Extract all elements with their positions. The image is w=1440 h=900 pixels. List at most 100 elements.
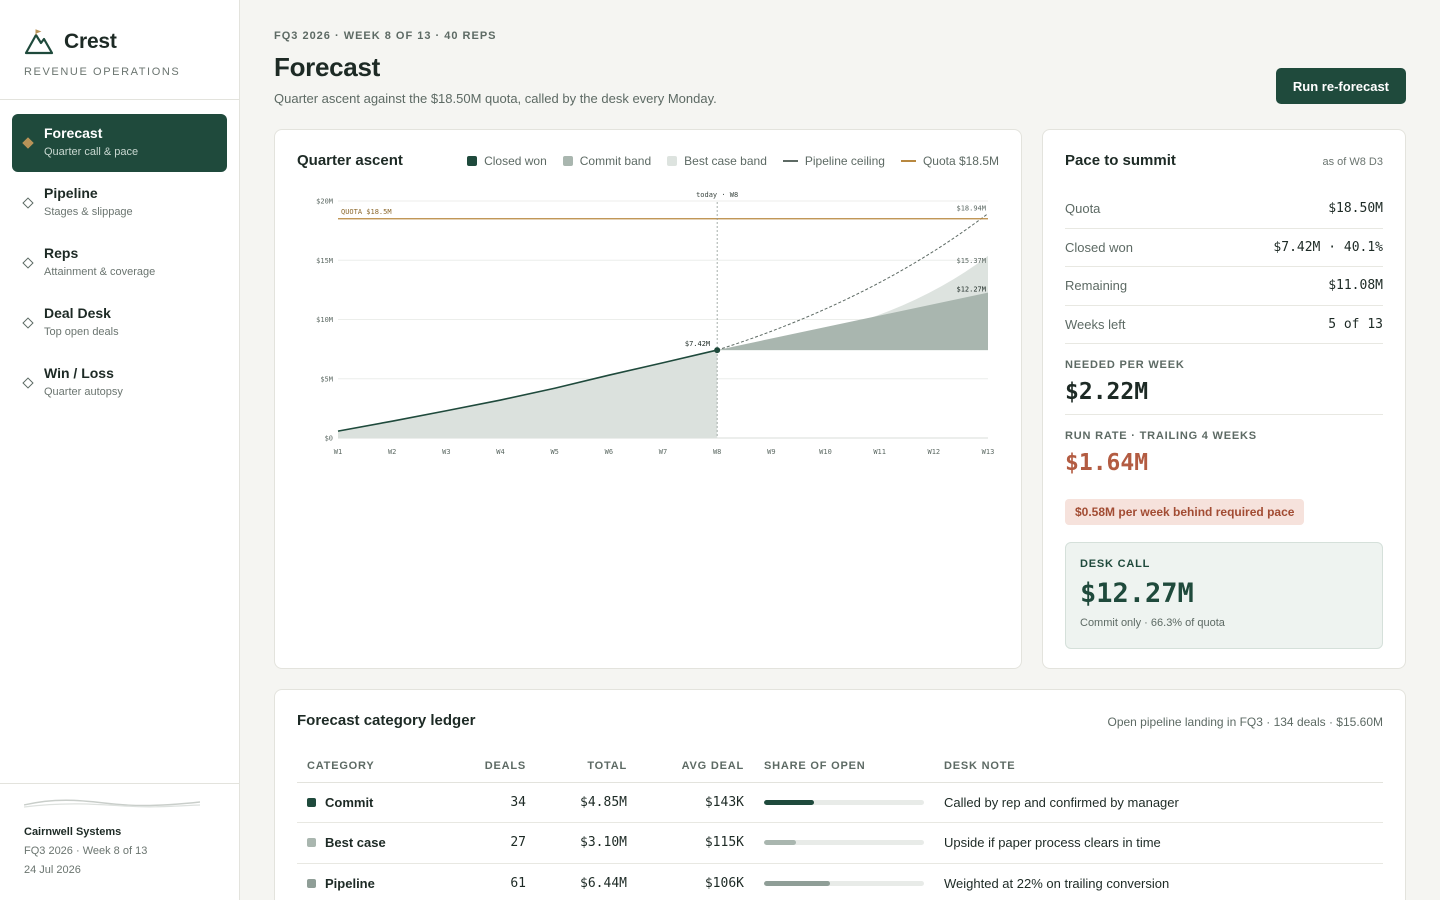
pace-title: Pace to summit bbox=[1065, 152, 1176, 169]
pace-as-of: as of W8 D3 bbox=[1322, 156, 1383, 168]
share-bar bbox=[764, 840, 924, 846]
page-subtitle: Quarter ascent against the $18.50M quota… bbox=[274, 91, 717, 106]
column-header[interactable]: DEALS bbox=[469, 750, 536, 783]
x-tick-label: W13 bbox=[982, 448, 995, 456]
chart-title: Quarter ascent bbox=[297, 152, 403, 169]
pace-row-value: 5 of 13 bbox=[1328, 316, 1383, 332]
category-label: Commit bbox=[325, 794, 374, 810]
needed-per-week: NEEDED PER WEEK $2.22M bbox=[1065, 359, 1383, 405]
y-tick-label: $5M bbox=[320, 375, 333, 383]
commit-value-label: $12.27M bbox=[956, 286, 986, 294]
sidebar-item-label: Pipeline bbox=[44, 185, 98, 201]
pace-row-quota: Quota $18.50M bbox=[1065, 190, 1383, 229]
legend-swatch bbox=[667, 156, 678, 166]
desk-call-panel: DESK CALL $12.27M Commit only · 66.3% of… bbox=[1065, 542, 1383, 649]
brand-name: Crest bbox=[64, 30, 117, 53]
pace-row-label: Weeks left bbox=[1065, 316, 1126, 332]
x-tick-label: W6 bbox=[605, 448, 613, 456]
run-rate: RUN RATE · TRAILING 4 WEEKS $1.64M bbox=[1065, 430, 1383, 476]
desk-note-cell: Upside if paper process clears in time bbox=[934, 822, 1383, 864]
column-header[interactable]: SHARE OF OPEN bbox=[754, 750, 934, 783]
table-row[interactable]: Pipeline 61 $6.44M $106K Weighted at 22% on … bbox=[297, 863, 1383, 900]
desk-note-cell: Called by rep and confirmed by manager bbox=[934, 782, 1383, 823]
desk-call-value: $12.27M bbox=[1080, 578, 1194, 609]
sidebar: Crest REVENUE OPERATIONS Forecast Quarte… bbox=[0, 0, 240, 900]
sidebar-item-pipeline[interactable]: Pipeline Stages & slippage bbox=[12, 174, 227, 232]
closed-won-line bbox=[337, 349, 718, 432]
sidebar-item-label: Win / Loss bbox=[44, 365, 114, 381]
sidebar-item-sublabel: Quarter call & pace bbox=[44, 146, 139, 158]
legend-commit-band: Commit band bbox=[562, 154, 652, 168]
ledger-meta: Open pipeline landing in FQ3 · 134 deals… bbox=[1107, 715, 1383, 729]
quarter-ascent-card: Quarter ascent Closed won Commit band Be… bbox=[274, 129, 1022, 669]
sidebar-item-sublabel: Quarter autopsy bbox=[44, 386, 123, 398]
share-bar-fill bbox=[764, 880, 830, 886]
org-name: Cairnwell Systems bbox=[24, 826, 122, 838]
category-cell: Pipeline bbox=[297, 863, 469, 900]
avg-deal-cell: $143K bbox=[637, 782, 754, 823]
pace-row-label: Quota bbox=[1065, 201, 1101, 217]
pace-rows: Quota $18.50M Closed won $7.42M · 40.1% … bbox=[1065, 190, 1383, 344]
share-bar bbox=[764, 799, 924, 805]
x-tick-label: W10 bbox=[819, 448, 832, 456]
desk-note-cell: Weighted at 22% on trailing conversion bbox=[934, 863, 1383, 900]
sidebar-footer: Cairnwell Systems FQ3 2026 · Week 8 of 1… bbox=[24, 796, 214, 876]
today-label: today · W8 bbox=[696, 191, 738, 199]
total-cell: $6.44M bbox=[536, 863, 637, 900]
forecast-ledger-card: Forecast category ledger Open pipeline l… bbox=[274, 689, 1406, 900]
pace-row-weeks-left: Weeks left 5 of 13 bbox=[1065, 306, 1383, 344]
page-header: FQ3 2026 · WEEK 8 OF 13 · 40 REPS Foreca… bbox=[274, 30, 1406, 106]
x-tick-label: W1 bbox=[334, 448, 342, 456]
column-header[interactable]: TOTAL bbox=[536, 750, 637, 783]
footer-date: 24 Jul 2026 bbox=[24, 864, 81, 876]
ledger-title: Forecast category ledger bbox=[297, 712, 476, 729]
table-row[interactable]: Commit 34 $4.85M $143K Called by rep and con… bbox=[297, 782, 1383, 823]
sidebar-item-forecast[interactable]: Forecast Quarter call & pace bbox=[12, 114, 227, 172]
table-row[interactable]: Best case 27 $3.10M $115K Upside if paper pr… bbox=[297, 822, 1383, 864]
pace-row-value: $7.42M · 40.1% bbox=[1273, 239, 1383, 255]
total-cell: $3.10M bbox=[536, 822, 637, 864]
mountain-logo-icon bbox=[24, 29, 54, 55]
deals-cell: 61 bbox=[469, 863, 536, 900]
column-header[interactable]: AVG DEAL bbox=[637, 750, 754, 783]
stat-value: $1.64M bbox=[1065, 450, 1149, 476]
page-eyebrow: FQ3 2026 · WEEK 8 OF 13 · 40 REPS bbox=[274, 30, 497, 42]
divider bbox=[1065, 414, 1383, 415]
deals-cell: 34 bbox=[469, 782, 536, 823]
sidebar-item-reps[interactable]: Reps Attainment & coverage bbox=[12, 234, 227, 292]
category-label: Best case bbox=[325, 835, 386, 851]
legend-label: Closed won bbox=[484, 154, 547, 168]
pace-to-summit-card: Pace to summit as of W8 D3 Quota $18.50M… bbox=[1042, 129, 1406, 669]
column-header[interactable]: DESK NOTE bbox=[934, 750, 1383, 783]
category-cell: Commit bbox=[297, 782, 469, 823]
share-bar-fill bbox=[764, 840, 796, 846]
brand: Crest REVENUE OPERATIONS bbox=[24, 28, 224, 78]
x-tick-label: W4 bbox=[496, 448, 504, 456]
legend-label: Quota $18.5M bbox=[922, 154, 999, 168]
closed-won-value-label: $7.42M bbox=[685, 340, 710, 348]
legend-label: Best case band bbox=[684, 154, 767, 168]
category-label: Pipeline bbox=[325, 875, 375, 891]
column-header[interactable]: CATEGORY bbox=[297, 750, 469, 783]
pace-row-label: Closed won bbox=[1065, 239, 1133, 255]
x-tick-label: W9 bbox=[767, 448, 775, 456]
category-swatch bbox=[307, 838, 316, 848]
sidebar-item-sublabel: Top open deals bbox=[44, 326, 119, 338]
y-tick-label: $0 bbox=[325, 435, 333, 443]
desk-call-label: DESK CALL bbox=[1080, 558, 1151, 570]
x-tick-label: W8 bbox=[713, 448, 721, 456]
quarter-ascent-chart: $0 $5M $10M $15M $20M W1 W2 W3 W4 W5 W6 W7 W8 W9 W10 W1… bbox=[316, 191, 995, 456]
x-tick-label: W3 bbox=[442, 448, 450, 456]
footer-period: FQ3 2026 · Week 8 of 13 bbox=[24, 845, 148, 857]
y-tick-label: $10M bbox=[316, 316, 333, 324]
closed-won-area bbox=[338, 350, 718, 438]
legend-pipeline-ceiling: Pipeline ceiling bbox=[782, 154, 885, 168]
deals-cell: 27 bbox=[469, 822, 536, 864]
pace-row-remaining: Remaining $11.08M bbox=[1065, 267, 1383, 306]
legend-label: Commit band bbox=[579, 154, 652, 168]
run-reforecast-button[interactable]: Run re-forecast bbox=[1275, 68, 1406, 104]
sidebar-item-win-loss[interactable]: Win / Loss Quarter autopsy bbox=[12, 354, 227, 412]
legend-label: Pipeline ceiling bbox=[804, 154, 885, 168]
desk-call-note: Commit only · 66.3% of quota bbox=[1080, 617, 1225, 629]
sidebar-item-deal-desk[interactable]: Deal Desk Top open deals bbox=[12, 294, 227, 352]
